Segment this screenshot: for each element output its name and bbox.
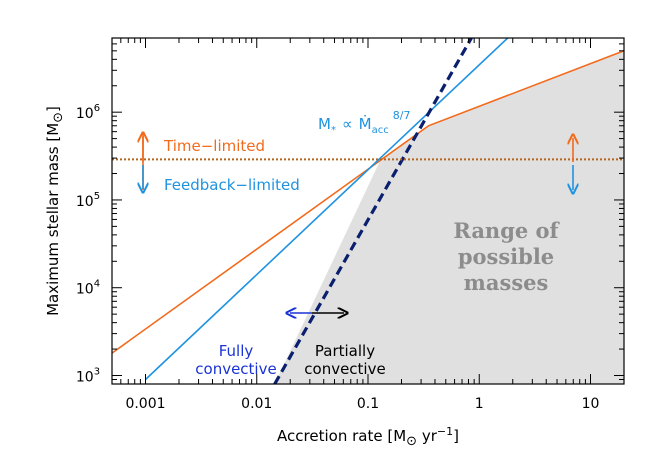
x-tick-label: 10 — [582, 396, 600, 412]
x-tick-label: 1 — [475, 396, 484, 412]
y-tick-label: 105 — [76, 191, 100, 210]
region-label-line3: masses — [464, 270, 549, 295]
series-fully-partially-convective-boundary — [273, 38, 473, 384]
region-label-line2: possible — [458, 244, 554, 269]
x-tick-label: 0.01 — [241, 396, 272, 412]
x-tick-label: 0.001 — [125, 396, 165, 412]
possible-masses-region — [274, 50, 624, 384]
series-time-limited — [112, 50, 624, 354]
feedback-limited-label: Feedback−limited — [164, 176, 300, 194]
x-tick-label: 0.1 — [357, 396, 379, 412]
partially-convective-line1: Partially — [315, 342, 375, 360]
region-label-line1: Range of — [453, 218, 560, 243]
x-axis-label: Accretion rate [M⊙ yr−1] — [277, 425, 459, 449]
y-axis-label: Maximum stellar mass [M⊙] — [44, 106, 66, 316]
scaling-formula: M* ∝ Ṁacc8/7 — [318, 109, 410, 136]
y-tick-label: 104 — [76, 279, 100, 298]
partially-convective-line2: convective — [304, 360, 385, 378]
fully-convective-line1: Fully — [219, 342, 254, 360]
y-tick-label: 106 — [76, 103, 100, 122]
time-limited-label: Time−limited — [163, 137, 265, 155]
series-feedback-limited — [144, 38, 509, 381]
y-tick-label: 103 — [76, 366, 100, 385]
fully-convective-line2: convective — [195, 360, 276, 378]
